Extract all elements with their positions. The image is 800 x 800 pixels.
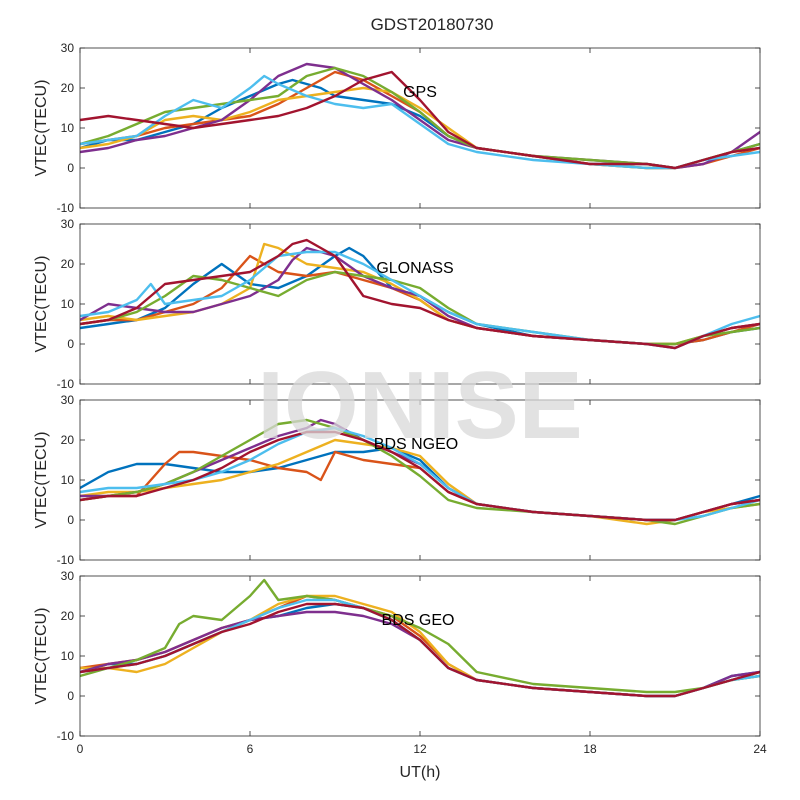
x-tick-label: 24 xyxy=(753,742,767,756)
chart-title: GDST20180730 xyxy=(371,15,494,34)
y-tick-label: 10 xyxy=(61,121,75,135)
panel-label: BDS NGEO xyxy=(374,436,458,453)
y-tick-label: 30 xyxy=(61,217,75,231)
y-tick-label: -10 xyxy=(57,201,75,215)
y-tick-label: 10 xyxy=(61,473,75,487)
x-tick-label: 0 xyxy=(77,742,84,756)
panel-label: GLONASS xyxy=(376,260,453,277)
x-tick-label: 18 xyxy=(583,742,597,756)
y-tick-label: -10 xyxy=(57,729,75,743)
y-tick-label: 10 xyxy=(61,297,75,311)
panel-2: -10 0 10 20 30 VTEC(TECU) GLONASS xyxy=(33,217,761,391)
series-line-7 xyxy=(80,238,760,350)
y-tick-label: 30 xyxy=(61,569,75,583)
y-tick-label: 0 xyxy=(67,513,74,527)
y-tick-label: -10 xyxy=(57,553,75,567)
watermark-text: IONISE xyxy=(257,352,582,459)
y-tick-label: 20 xyxy=(61,433,75,447)
series-line-7 xyxy=(80,70,760,170)
x-tick-label: 6 xyxy=(247,742,254,756)
series-group xyxy=(80,578,760,698)
y-tick-label: 0 xyxy=(67,689,74,703)
panel-label: BDS GEO xyxy=(382,612,455,629)
y-tick-label: 30 xyxy=(61,393,75,407)
y-axis-label: VTEC(TECU) xyxy=(33,256,50,353)
panel-axes-box xyxy=(79,575,761,737)
y-axis-label: VTEC(TECU) xyxy=(33,80,50,177)
panel-3: -10 0 10 20 30 VTEC(TECU) BDS NGEO xyxy=(33,393,761,567)
series-group xyxy=(80,418,760,526)
series-group xyxy=(80,62,760,170)
y-tick-label: 20 xyxy=(61,257,75,271)
panel-1: -10 0 10 20 30 VTEC(TECU) GPS xyxy=(33,41,761,215)
y-axis-label: VTEC(TECU) xyxy=(33,432,50,529)
y-tick-label: -10 xyxy=(57,377,75,391)
y-tick-label: 20 xyxy=(61,81,75,95)
y-tick-label: 20 xyxy=(61,609,75,623)
panel-label: GPS xyxy=(403,84,437,101)
series-line-7 xyxy=(80,602,760,698)
series-line-6 xyxy=(80,74,760,170)
y-axis-label: VTEC(TECU) xyxy=(33,608,50,705)
y-tick-label: 0 xyxy=(67,337,74,351)
series-line-5 xyxy=(80,270,760,346)
y-tick-label: 10 xyxy=(61,649,75,663)
series-line-7 xyxy=(80,430,760,522)
x-axis-label: UT(h) xyxy=(400,764,441,781)
series-group xyxy=(80,238,760,350)
y-tick-label: 30 xyxy=(61,41,75,55)
x-tick-label: 12 xyxy=(413,742,427,756)
y-tick-label: 0 xyxy=(67,161,74,175)
series-line-5 xyxy=(80,418,760,526)
